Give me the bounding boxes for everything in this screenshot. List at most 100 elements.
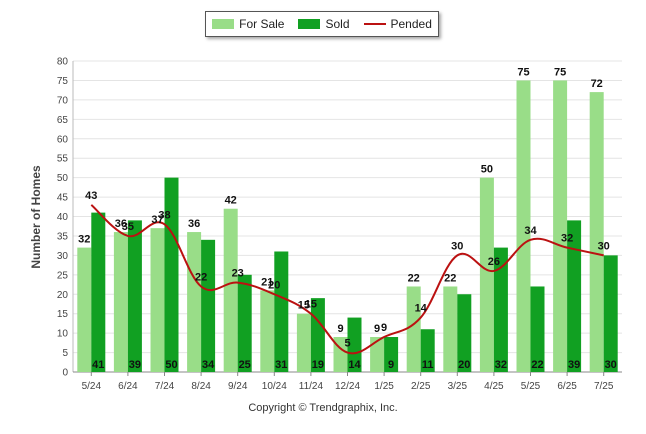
y-tick-label: 0	[62, 368, 68, 379]
x-tick-label: 8/24	[191, 381, 211, 392]
x-tick-label: 12/24	[335, 381, 360, 392]
sold-data-label: 39	[568, 359, 580, 371]
for-sale-data-label: 9	[337, 323, 343, 335]
pended-data-label: 5	[344, 338, 350, 350]
sold-data-label: 11	[422, 359, 434, 371]
pended-data-label: 20	[268, 279, 280, 291]
pended-data-label: 30	[598, 240, 610, 252]
x-tick-label: 4/25	[484, 381, 504, 392]
pended-data-label: 14	[415, 303, 428, 315]
y-tick-label: 25	[57, 270, 69, 281]
y-axis-title: Number of Homes	[29, 165, 43, 269]
y-tick-label: 70	[57, 95, 69, 106]
sold-bar	[164, 177, 179, 372]
pended-data-label: 43	[85, 190, 97, 202]
sold-bar	[603, 255, 618, 372]
for-sale-data-label: 15	[298, 300, 310, 312]
y-tick-label: 15	[57, 309, 69, 320]
sold-bar	[567, 220, 582, 372]
for-sale-bar	[150, 228, 165, 372]
y-tick-label: 50	[57, 173, 69, 184]
sold-data-label: 22	[531, 359, 543, 371]
y-tick-label: 5	[62, 348, 68, 359]
sold-bar	[274, 251, 289, 372]
sold-data-label: 14	[348, 359, 361, 371]
sold-bar	[201, 239, 216, 372]
for-sale-bar	[370, 337, 385, 372]
sold-bar	[91, 212, 106, 372]
sold-data-label: 20	[458, 359, 470, 371]
for-sale-data-label: 32	[78, 234, 90, 246]
y-tick-label: 35	[57, 231, 69, 242]
pended-data-label: 30	[451, 240, 463, 252]
sold-bar	[530, 286, 545, 372]
pended-data-label: 32	[561, 233, 573, 245]
x-tick-label: 2/25	[411, 381, 431, 392]
x-tick-label: 11/24	[299, 381, 324, 392]
for-sale-data-label: 75	[554, 66, 566, 78]
x-tick-label: 1/25	[374, 381, 394, 392]
sold-bar	[493, 247, 508, 372]
for-sale-bar	[443, 286, 458, 372]
sold-data-label: 39	[129, 359, 141, 371]
for-sale-data-label: 22	[408, 272, 420, 284]
y-tick-label: 55	[57, 154, 69, 165]
y-tick-label: 40	[57, 212, 69, 223]
x-tick-label: 10/24	[262, 381, 287, 392]
sold-bar	[457, 294, 472, 372]
y-tick-label: 20	[57, 290, 69, 301]
pended-line-icon	[363, 23, 386, 25]
x-tick-label: 5/24	[82, 381, 102, 392]
for-sale-bar	[187, 232, 202, 372]
for-sale-bar	[77, 247, 92, 372]
for-sale-data-label: 72	[591, 78, 603, 90]
legend-label-sold: Sold	[325, 17, 350, 31]
for-sale-swatch-icon	[212, 19, 235, 29]
sold-bar	[127, 220, 142, 372]
sold-data-label: 32	[495, 359, 507, 371]
sold-bar	[420, 329, 435, 372]
x-tick-label: 6/25	[557, 381, 577, 392]
pended-data-label: 23	[232, 268, 244, 280]
sold-data-label: 9	[388, 359, 394, 371]
for-sale-bar	[516, 80, 531, 372]
pended-data-label: 15	[305, 299, 317, 311]
for-sale-bar	[113, 232, 128, 372]
for-sale-bar	[553, 80, 568, 372]
pended-data-label: 26	[488, 256, 500, 268]
y-tick-label: 10	[57, 329, 69, 340]
sold-data-label: 30	[605, 359, 617, 371]
pended-data-label: 35	[122, 221, 134, 233]
copyright-text: Copyright © Trendgraphix, Inc.	[248, 402, 398, 414]
x-tick-label: 6/24	[118, 381, 138, 392]
y-tick-label: 60	[57, 134, 69, 145]
x-tick-label: 9/24	[228, 381, 248, 392]
sold-data-label: 41	[92, 359, 104, 371]
x-tick-label: 5/25	[521, 381, 541, 392]
for-sale-bar	[223, 208, 238, 372]
legend-item-sold[interactable]: Sold	[298, 17, 350, 31]
for-sale-data-label: 75	[517, 66, 529, 78]
for-sale-bar	[260, 290, 275, 372]
legend-item-for-sale[interactable]: For Sale	[212, 17, 284, 31]
y-tick-label: 80	[57, 57, 69, 68]
for-sale-data-label: 37	[151, 214, 163, 226]
y-tick-label: 75	[57, 76, 69, 87]
y-tick-label: 30	[57, 251, 69, 262]
pended-data-label: 9	[381, 322, 387, 334]
for-sale-bar	[589, 92, 604, 372]
for-sale-data-label: 9	[374, 323, 380, 335]
x-tick-label: 7/24	[155, 381, 175, 392]
for-sale-bar	[479, 177, 494, 372]
legend-item-pended[interactable]: Pended	[363, 17, 432, 31]
for-sale-data-label: 36	[188, 218, 200, 230]
y-tick-label: 65	[57, 115, 69, 126]
legend-label-for-sale: For Sale	[239, 17, 285, 31]
y-tick-label: 45	[57, 193, 69, 204]
for-sale-bar	[406, 286, 421, 372]
sold-bar	[384, 337, 399, 372]
x-tick-label: 7/25	[594, 381, 614, 392]
sold-data-label: 34	[202, 359, 215, 371]
sold-data-label: 50	[165, 359, 177, 371]
sold-bar	[347, 317, 362, 372]
